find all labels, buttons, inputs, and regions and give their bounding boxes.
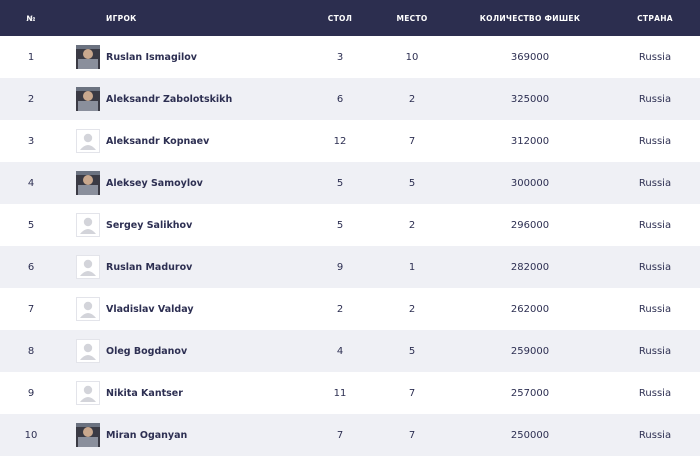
player-row: 10 Miran Oganyan 7 7 250000 Russia: [0, 414, 700, 456]
avatar: [76, 297, 100, 321]
table-number: 11: [333, 387, 347, 399]
avatar: [76, 45, 100, 69]
table-number: 2: [336, 303, 344, 315]
place: 5: [408, 345, 416, 357]
table-number: 5: [336, 219, 344, 231]
chip-count: 262000: [510, 303, 550, 315]
table-number: 5: [336, 177, 344, 189]
chip-count: 325000: [510, 93, 550, 105]
place: 2: [408, 219, 416, 231]
rank: 8: [27, 345, 35, 357]
rank: 9: [27, 387, 35, 399]
avatar: [76, 129, 100, 153]
chip-count: 296000: [510, 219, 550, 231]
place: 1: [408, 261, 416, 273]
country: Russia: [638, 345, 672, 357]
chip-count: 259000: [510, 345, 550, 357]
place: 7: [408, 135, 416, 147]
table-number: 3: [336, 51, 344, 63]
avatar: [76, 213, 100, 237]
table-number: 9: [336, 261, 344, 273]
rank: 7: [27, 303, 35, 315]
country: Russia: [638, 51, 672, 63]
player-name: Aleksandr Zabolotskikh: [106, 93, 233, 105]
place: 2: [408, 93, 416, 105]
player-row: 1 Ruslan Ismagilov 3 10 369000 Russia: [0, 36, 700, 78]
player-name: Vladislav Valday: [106, 303, 194, 315]
country: Russia: [638, 303, 672, 315]
place: 5: [408, 177, 416, 189]
table-number: 7: [336, 429, 344, 441]
avatar: [76, 87, 100, 111]
player-row: 6 Ruslan Madurov 9 1 282000 Russia: [0, 246, 700, 288]
player-name: Ruslan Madurov: [106, 261, 193, 273]
avatar: [76, 171, 100, 195]
rank: 10: [24, 429, 38, 441]
rank: 6: [27, 261, 35, 273]
rank: 1: [27, 51, 35, 63]
player-name: Nikita Kantser: [106, 387, 183, 399]
place-header: МЕСТО: [396, 13, 428, 23]
player-name: Sergey Salikhov: [106, 219, 193, 231]
country: Russia: [638, 177, 672, 189]
country: Russia: [638, 135, 672, 147]
chips-header: КОЛИЧЕСТВО ФИШЕК: [479, 13, 581, 23]
player-row: 7 Vladislav Valday 2 2 262000 Russia: [0, 288, 700, 330]
place: 7: [408, 387, 416, 399]
country: Russia: [638, 93, 672, 105]
table-number: 4: [336, 345, 344, 357]
player-row: 3 Aleksandr Kopnaev 12 7 312000 Russia: [0, 120, 700, 162]
rank: 4: [27, 177, 35, 189]
rank: 3: [27, 135, 35, 147]
chip-count: 250000: [510, 429, 550, 441]
table-header-cell: СТОЛ: [327, 13, 353, 23]
player-row: 4 Aleksey Samoylov 5 5 300000 Russia: [0, 162, 700, 204]
country: Russia: [638, 261, 672, 273]
player-row: 8 Oleg Bogdanov 4 5 259000 Russia: [0, 330, 700, 372]
country-header: СТРАНА: [637, 13, 673, 23]
player-name: Aleksey Samoylov: [106, 177, 203, 189]
chip-count: 282000: [510, 261, 550, 273]
player-row: 9 Nikita Kantser 11 7 257000 Russia: [0, 372, 700, 414]
country: Russia: [638, 429, 672, 441]
chip-count: 312000: [510, 135, 550, 147]
avatar: [76, 381, 100, 405]
place: 7: [408, 429, 416, 441]
avatar: [76, 255, 100, 279]
player-name: Miran Oganyan: [106, 429, 188, 441]
place: 10: [405, 51, 419, 63]
chip-count: 369000: [510, 51, 550, 63]
rank-header: №: [26, 13, 36, 23]
table-number: 6: [336, 93, 344, 105]
chip-count: 300000: [510, 177, 550, 189]
chip-count: 257000: [510, 387, 550, 399]
rank: 5: [27, 219, 35, 231]
country: Russia: [638, 219, 672, 231]
player-name: Oleg Bogdanov: [106, 345, 188, 357]
player-row: 5 Sergey Salikhov 5 2 296000 Russia: [0, 204, 700, 246]
avatar: [76, 339, 100, 363]
avatar: [76, 423, 100, 447]
rank: 2: [27, 93, 35, 105]
table-header: № ИГРОК СТОЛ МЕСТО КОЛИЧЕСТВО ФИШЕК СТРАНА: [0, 0, 700, 36]
player-header: ИГРОК: [106, 13, 137, 23]
player-name: Aleksandr Kopnaev: [106, 135, 210, 147]
player-name: Ruslan Ismagilov: [106, 51, 198, 63]
place: 2: [408, 303, 416, 315]
player-row: 2 Aleksandr Zabolotskikh 6 2 325000 Russia: [0, 78, 700, 120]
country: Russia: [638, 387, 672, 399]
table-number: 12: [333, 135, 347, 147]
